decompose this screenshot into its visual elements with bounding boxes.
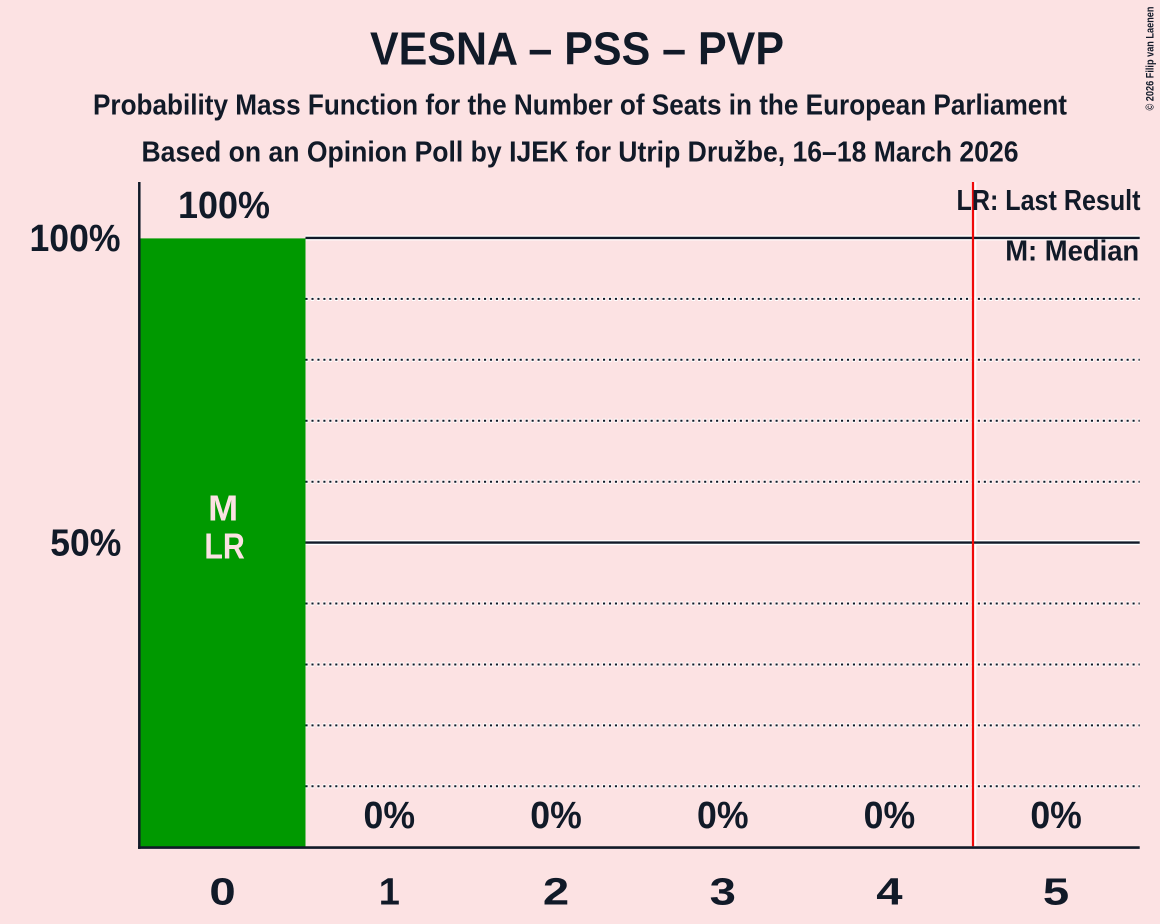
svg-text:0: 0 — [209, 872, 235, 914]
svg-text:100%: 100% — [30, 218, 121, 260]
svg-text:2: 2 — [543, 872, 569, 914]
svg-text:LR: LR — [204, 525, 245, 566]
svg-text:3: 3 — [710, 872, 736, 914]
svg-text:Probability Mass Function for: Probability Mass Function for the Number… — [93, 89, 1067, 121]
svg-text:0%: 0% — [530, 795, 582, 837]
svg-text:50%: 50% — [50, 522, 121, 564]
svg-text:5: 5 — [1043, 872, 1069, 914]
svg-text:M: M — [208, 487, 238, 528]
svg-text:M: Median: M: Median — [1005, 235, 1139, 267]
svg-text:0%: 0% — [364, 795, 416, 837]
svg-text:VESNA – PSS – PVP: VESNA – PSS – PVP — [370, 23, 784, 75]
svg-text:0%: 0% — [1030, 795, 1082, 837]
svg-text:0%: 0% — [864, 795, 916, 837]
svg-text:Based on an Opinion Poll by IJ: Based on an Opinion Poll by IJEK for Utr… — [142, 137, 1019, 169]
svg-text:100%: 100% — [178, 185, 270, 227]
svg-text:1: 1 — [379, 872, 400, 914]
svg-text:© 2026 Filip van Laenen: © 2026 Filip van Laenen — [1145, 6, 1157, 110]
svg-text:4: 4 — [876, 872, 902, 914]
svg-text:LR: Last Result: LR: Last Result — [957, 185, 1141, 217]
svg-text:0%: 0% — [697, 795, 749, 837]
